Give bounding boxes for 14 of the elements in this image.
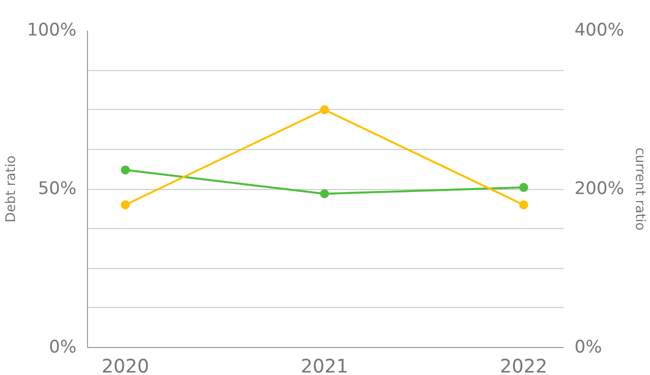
point [519,182,528,192]
x-tick-label: 2020 [102,356,150,375]
y-tick-label: 0% [49,338,77,358]
x-tick-label: 2021 [300,356,348,375]
y-axis-title: Debt ratio [4,155,19,223]
y2-axis-title: current ratio [632,147,648,231]
x-tick-label: 2022 [500,356,548,375]
point [320,189,330,198]
point [120,165,130,174]
y2-tick-label: 400% [574,20,624,40]
y2-tick-label: 0% [574,338,602,358]
y-tick-label: 50% [38,179,76,199]
y-tick-label: 100% [26,20,77,40]
y2-tick-label: 200% [574,179,624,199]
